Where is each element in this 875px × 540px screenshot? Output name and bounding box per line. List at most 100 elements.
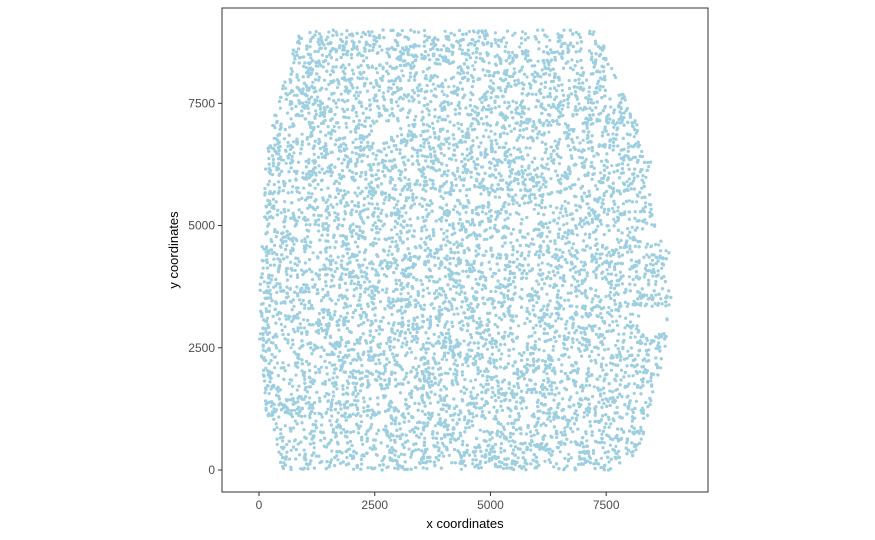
- data-point: [328, 73, 333, 77]
- data-point: [612, 293, 616, 297]
- data-point: [557, 256, 561, 260]
- data-point: [290, 190, 294, 194]
- data-point: [396, 329, 400, 333]
- data-point: [458, 47, 462, 51]
- data-point: [277, 317, 281, 321]
- data-point: [405, 237, 410, 241]
- data-point: [275, 290, 279, 295]
- data-point: [365, 56, 369, 60]
- data-point: [259, 354, 264, 358]
- data-point: [641, 370, 646, 375]
- data-point: [549, 152, 553, 156]
- data-point: [407, 123, 411, 128]
- data-point: [593, 413, 597, 417]
- data-point: [477, 316, 482, 320]
- data-point: [443, 265, 447, 270]
- data-point: [531, 124, 535, 129]
- data-point: [320, 423, 324, 427]
- data-point: [578, 217, 583, 221]
- data-point: [650, 223, 654, 227]
- data-point: [507, 165, 511, 169]
- data-point: [511, 432, 515, 436]
- data-point: [578, 457, 582, 461]
- data-point: [338, 461, 343, 465]
- data-point: [667, 303, 671, 307]
- data-point: [316, 182, 320, 187]
- data-point: [575, 338, 579, 342]
- data-point: [415, 371, 419, 375]
- data-point: [467, 29, 471, 34]
- data-point: [291, 384, 295, 388]
- data-point: [422, 401, 426, 405]
- data-point: [371, 45, 376, 49]
- data-point: [286, 208, 290, 212]
- data-point: [607, 460, 611, 464]
- data-point: [419, 279, 423, 283]
- data-point: [649, 379, 653, 383]
- data-point: [292, 304, 296, 308]
- data-point: [323, 394, 327, 399]
- data-point: [492, 375, 496, 379]
- data-point: [599, 456, 603, 460]
- data-point: [532, 242, 536, 246]
- data-point: [416, 89, 420, 93]
- data-point: [565, 424, 570, 428]
- data-point: [495, 358, 499, 362]
- data-point: [360, 462, 364, 466]
- data-point: [360, 123, 364, 127]
- data-point: [449, 247, 453, 251]
- data-point: [617, 240, 621, 244]
- data-point: [439, 151, 443, 155]
- data-point: [580, 225, 584, 229]
- data-point: [506, 106, 510, 110]
- data-point: [407, 412, 411, 416]
- data-point: [374, 353, 378, 357]
- data-point: [571, 68, 575, 72]
- data-point: [263, 391, 267, 395]
- data-point: [502, 462, 506, 467]
- data-point: [303, 377, 307, 381]
- data-point: [281, 87, 285, 91]
- data-point: [259, 275, 263, 279]
- data-point: [381, 224, 385, 228]
- data-point: [313, 186, 317, 190]
- data-point: [597, 326, 601, 331]
- data-point: [582, 415, 586, 419]
- data-point: [545, 235, 549, 239]
- data-point: [296, 326, 300, 330]
- data-point: [540, 68, 544, 72]
- data-point: [330, 363, 334, 367]
- data-point: [523, 187, 527, 191]
- data-point: [425, 228, 429, 232]
- data-point: [323, 46, 327, 51]
- data-point: [517, 324, 521, 328]
- data-point: [508, 435, 512, 439]
- data-point: [455, 307, 459, 311]
- data-point: [633, 335, 637, 339]
- data-point: [598, 374, 602, 378]
- data-point: [366, 154, 370, 159]
- data-point: [571, 242, 576, 246]
- data-point: [328, 361, 332, 365]
- data-point: [375, 432, 379, 436]
- data-point: [359, 286, 363, 290]
- data-point: [553, 55, 557, 60]
- data-point: [329, 174, 333, 178]
- data-point: [437, 266, 441, 270]
- data-point: [483, 73, 487, 77]
- data-point: [574, 328, 579, 332]
- data-point: [401, 341, 405, 345]
- data-point: [599, 111, 603, 115]
- data-point: [460, 152, 464, 156]
- data-point: [366, 379, 370, 383]
- data-point: [319, 365, 324, 369]
- data-point: [460, 373, 465, 377]
- data-point: [366, 194, 370, 199]
- data-point: [396, 199, 400, 203]
- data-point: [567, 78, 571, 83]
- data-point: [269, 239, 273, 243]
- data-point: [314, 454, 318, 458]
- data-point: [454, 375, 458, 379]
- data-point: [420, 154, 424, 158]
- data-point: [394, 240, 398, 244]
